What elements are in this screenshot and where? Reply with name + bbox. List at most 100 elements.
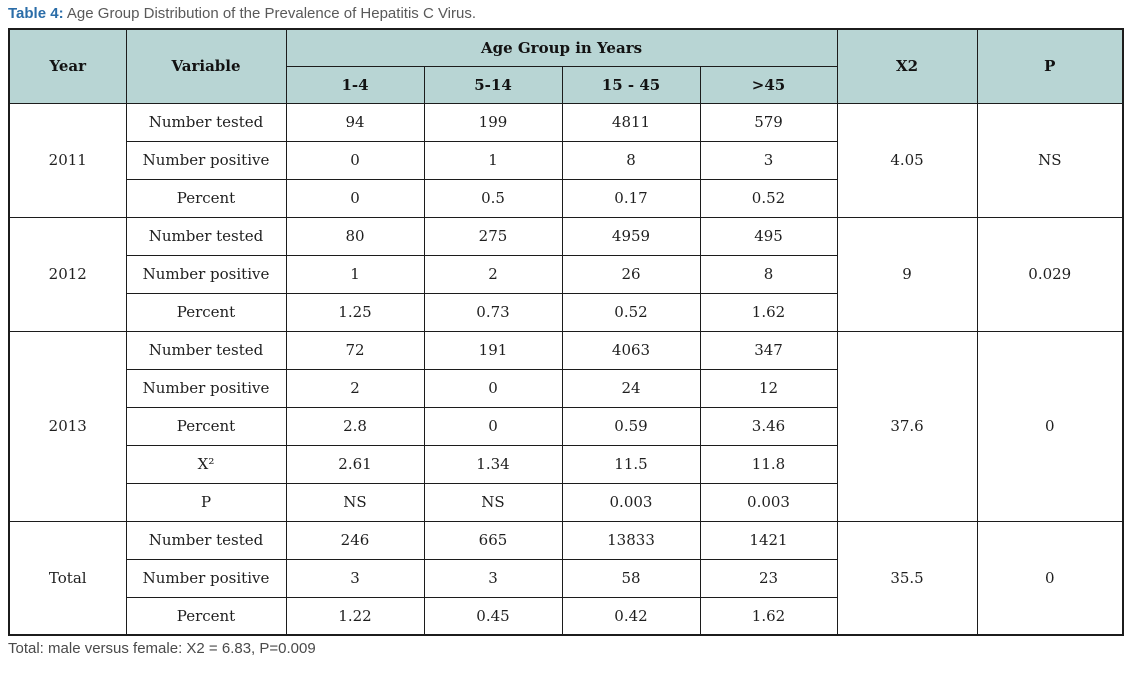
x2-cell: 4.05 — [836, 102, 978, 218]
table-row: Percent 1.22 0.45 0.42 1.62 — [9, 596, 1123, 636]
value-cell: 1 — [423, 140, 563, 180]
variable-cell: Number tested — [125, 520, 287, 560]
variable-cell: Number positive — [125, 558, 287, 598]
value-cell: 579 — [699, 102, 838, 142]
value-cell: 0 — [285, 178, 425, 218]
value-cell: 0.17 — [561, 178, 701, 218]
value-cell: 23 — [699, 558, 838, 598]
prevalence-table: Year Variable Age Group in Years X2 P 1-… — [8, 28, 1125, 636]
col-header-age-45: >45 — [699, 65, 838, 104]
p-cell: NS — [976, 102, 1124, 218]
x2-cell: 35.5 — [836, 520, 978, 636]
p-cell: 0 — [976, 520, 1124, 636]
value-cell: 275 — [423, 216, 563, 256]
value-cell: 8 — [699, 254, 838, 294]
variable-cell: Percent — [125, 596, 287, 636]
year-cell: 2013 — [8, 330, 127, 522]
value-cell: 0.5 — [423, 178, 563, 218]
value-cell: 1.62 — [699, 292, 838, 332]
table-row: Number positive 2 0 24 12 — [9, 368, 1123, 408]
value-cell: 3 — [699, 140, 838, 180]
table-row: Percent 0 0.5 0.17 0.52 — [9, 178, 1123, 218]
col-header-age-1-4: 1-4 — [285, 65, 425, 104]
table-row: Percent 1.25 0.73 0.52 1.62 — [9, 292, 1123, 332]
table-row: Percent 2.8 0 0.59 3.46 — [9, 406, 1123, 446]
p-cell: 0 — [976, 330, 1124, 522]
value-cell: 4959 — [561, 216, 701, 256]
col-header-variable: Variable — [125, 28, 287, 104]
value-cell: 0.003 — [699, 482, 838, 522]
value-cell: 3 — [285, 558, 425, 598]
col-header-age-15-45: 15 - 45 — [561, 65, 701, 104]
col-header-age-group: Age Group in Years — [285, 28, 838, 67]
value-cell: 3.46 — [699, 406, 838, 446]
variable-cell: Number tested — [125, 216, 287, 256]
value-cell: 0.52 — [561, 292, 701, 332]
table-footnote: Total: male versus female: X2 = 6.83, P=… — [8, 640, 316, 657]
value-cell: 80 — [285, 216, 425, 256]
p-cell: 0.029 — [976, 216, 1124, 332]
year-cell: 2011 — [8, 102, 127, 218]
variable-cell: P — [125, 482, 287, 522]
value-cell: 495 — [699, 216, 838, 256]
x2-cell: 9 — [836, 216, 978, 332]
value-cell: 0 — [423, 406, 563, 446]
value-cell: 24 — [561, 368, 701, 408]
value-cell: 4063 — [561, 330, 701, 370]
header-row-1: Year Variable Age Group in Years X2 P — [8, 28, 1124, 104]
table-row: Number positive 0 1 8 3 — [9, 140, 1123, 180]
table-row: Number positive 3 3 58 23 — [9, 558, 1123, 598]
value-cell: 191 — [423, 330, 563, 370]
col-header-year: Year — [8, 28, 127, 104]
year-cell: Total — [8, 520, 127, 636]
header-row-2: 1-4 5-14 15 - 45 >45 — [9, 65, 1123, 104]
variable-cell: X² — [125, 444, 287, 484]
value-cell: 72 — [285, 330, 425, 370]
value-cell: 1 — [285, 254, 425, 294]
value-cell: 1.34 — [423, 444, 563, 484]
value-cell: 0.003 — [561, 482, 701, 522]
value-cell: 1.25 — [285, 292, 425, 332]
value-cell: 246 — [285, 520, 425, 560]
table-row: 2012 Number tested 80 275 4959 495 9 0.0… — [8, 216, 1124, 332]
variable-cell: Percent — [125, 178, 287, 218]
value-cell: 2 — [423, 254, 563, 294]
table-caption: Table 4: Age Group Distribution of the P… — [8, 5, 1130, 22]
variable-cell: Number tested — [125, 330, 287, 370]
table-caption-text: Age Group Distribution of the Prevalence… — [63, 5, 477, 22]
value-cell: 1.22 — [285, 596, 425, 636]
col-header-age-5-14: 5-14 — [423, 65, 563, 104]
value-cell: NS — [423, 482, 563, 522]
value-cell: 11.8 — [699, 444, 838, 484]
value-cell: 0.73 — [423, 292, 563, 332]
value-cell: 4811 — [561, 102, 701, 142]
value-cell: 26 — [561, 254, 701, 294]
value-cell: 347 — [699, 330, 838, 370]
value-cell: 0.42 — [561, 596, 701, 636]
value-cell: 3 — [423, 558, 563, 598]
table-row: 2013 Number tested 72 191 4063 347 37.6 … — [8, 330, 1124, 522]
value-cell: NS — [285, 482, 425, 522]
value-cell: 58 — [561, 558, 701, 598]
value-cell: 199 — [423, 102, 563, 142]
value-cell: 0.52 — [699, 178, 838, 218]
variable-cell: Percent — [125, 406, 287, 446]
table-row: P NS NS 0.003 0.003 — [9, 482, 1123, 522]
value-cell: 665 — [423, 520, 563, 560]
table-row: 2011 Number tested 94 199 4811 579 4.05 … — [8, 102, 1124, 218]
value-cell: 8 — [561, 140, 701, 180]
value-cell: 2.61 — [285, 444, 425, 484]
col-header-p: P — [976, 28, 1124, 104]
value-cell: 1421 — [699, 520, 838, 560]
value-cell: 0.59 — [561, 406, 701, 446]
value-cell: 0 — [285, 140, 425, 180]
value-cell: 11.5 — [561, 444, 701, 484]
value-cell: 2 — [285, 368, 425, 408]
col-header-x2: X2 — [836, 28, 978, 104]
variable-cell: Number positive — [125, 254, 287, 294]
value-cell: 12 — [699, 368, 838, 408]
variable-cell: Number positive — [125, 368, 287, 408]
value-cell: 2.8 — [285, 406, 425, 446]
value-cell: 0 — [423, 368, 563, 408]
x2-cell: 37.6 — [836, 330, 978, 522]
